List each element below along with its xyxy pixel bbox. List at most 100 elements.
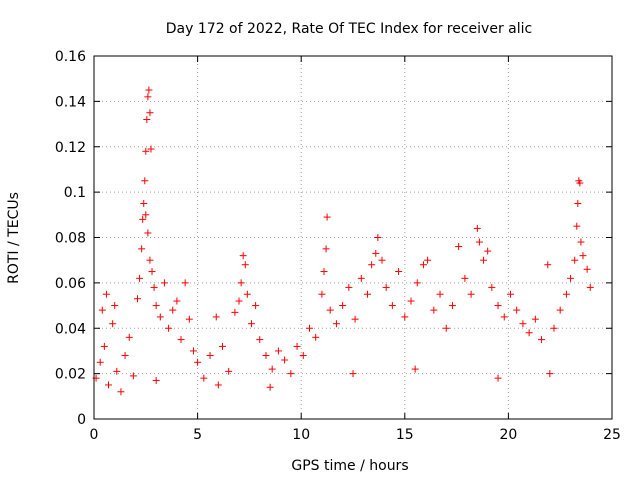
- data-point: [318, 290, 326, 298]
- data-point: [134, 295, 142, 303]
- y-tick-label: 0.14: [55, 94, 86, 110]
- data-point: [506, 290, 514, 298]
- data-point: [583, 265, 591, 273]
- data-point: [351, 315, 359, 323]
- data-point: [320, 268, 328, 276]
- data-point: [214, 381, 222, 389]
- data-point: [268, 365, 276, 373]
- data-point: [579, 252, 587, 260]
- data-point: [160, 279, 168, 287]
- data-point: [136, 274, 144, 282]
- data-point: [413, 279, 421, 287]
- data-point: [436, 290, 444, 298]
- data-point: [567, 274, 575, 282]
- data-point: [475, 238, 483, 246]
- y-tick-label: 0.12: [55, 140, 86, 156]
- data-point: [141, 177, 149, 185]
- grid-layer: [94, 56, 612, 419]
- data-point: [262, 351, 270, 359]
- data-point: [519, 320, 527, 328]
- data-point: [156, 313, 164, 321]
- data-point: [281, 356, 289, 364]
- data-point: [488, 283, 496, 291]
- data-point: [455, 243, 463, 251]
- data-point: [109, 320, 117, 328]
- data-point: [235, 297, 243, 305]
- data-point: [113, 367, 121, 375]
- data-point: [378, 256, 386, 264]
- data-point: [480, 256, 488, 264]
- data-point: [142, 147, 150, 155]
- data-point: [218, 342, 226, 350]
- data-point: [494, 302, 502, 310]
- data-point: [152, 376, 160, 384]
- data-point: [573, 222, 581, 230]
- data-point: [305, 324, 313, 332]
- data-point: [146, 256, 154, 264]
- y-axis-label: ROTI / TECUs: [6, 192, 22, 284]
- data-point: [194, 358, 202, 366]
- data-point: [181, 279, 189, 287]
- data-point: [169, 306, 177, 314]
- x-tick-label: 20: [499, 427, 517, 443]
- data-point: [513, 306, 521, 314]
- axis-layer: 0 5 10 15 20 25 0 0.02 0.04 0.06 0.08 0.1 0.12 0.14 0.…: [55, 49, 621, 443]
- data-point: [206, 351, 214, 359]
- data-point: [349, 370, 357, 378]
- data-point: [147, 145, 155, 153]
- data-point: [461, 274, 469, 282]
- data-point: [266, 383, 274, 391]
- data-point: [562, 290, 570, 298]
- x-tick-label: 25: [603, 427, 621, 443]
- data-point: [189, 347, 197, 355]
- data-point: [419, 261, 427, 269]
- data-point: [111, 302, 119, 310]
- data-point: [231, 308, 239, 316]
- y-tick-label: 0.04: [55, 321, 86, 337]
- data-point: [442, 324, 450, 332]
- data-point: [152, 302, 160, 310]
- data-point: [586, 283, 594, 291]
- y-tick-label: 0.08: [55, 231, 86, 247]
- x-tick-label: 5: [193, 427, 202, 443]
- data-point: [287, 370, 295, 378]
- data-point: [571, 256, 579, 264]
- data-point: [546, 370, 554, 378]
- data-point: [323, 213, 331, 221]
- data-point: [96, 358, 104, 366]
- x-tick-label: 0: [90, 427, 99, 443]
- data-point: [326, 306, 334, 314]
- data-point: [225, 367, 233, 375]
- data-point: [382, 283, 390, 291]
- data-point: [494, 374, 502, 382]
- data-point: [138, 245, 146, 253]
- data-point: [212, 313, 220, 321]
- data-point: [322, 245, 330, 253]
- data-point: [550, 324, 558, 332]
- data-point: [538, 336, 546, 344]
- data-point: [395, 268, 403, 276]
- data-point: [121, 351, 129, 359]
- data-point: [144, 229, 152, 237]
- data-point: [448, 302, 456, 310]
- data-point: [430, 306, 438, 314]
- data-point: [256, 336, 264, 344]
- data-point: [239, 252, 247, 260]
- data-point: [105, 381, 113, 389]
- data-point: [407, 297, 415, 305]
- data-point: [500, 313, 508, 321]
- data-point: [140, 199, 148, 207]
- data-point: [364, 290, 372, 298]
- data-point: [388, 302, 396, 310]
- data-point: [345, 283, 353, 291]
- data-point: [241, 261, 249, 269]
- data-point: [148, 268, 156, 276]
- data-point: [332, 320, 340, 328]
- y-tick-label: 0.06: [55, 276, 86, 292]
- data-point: [243, 290, 251, 298]
- data-point: [247, 320, 255, 328]
- data-point: [146, 109, 154, 117]
- data-point: [531, 315, 539, 323]
- data-point: [372, 249, 380, 257]
